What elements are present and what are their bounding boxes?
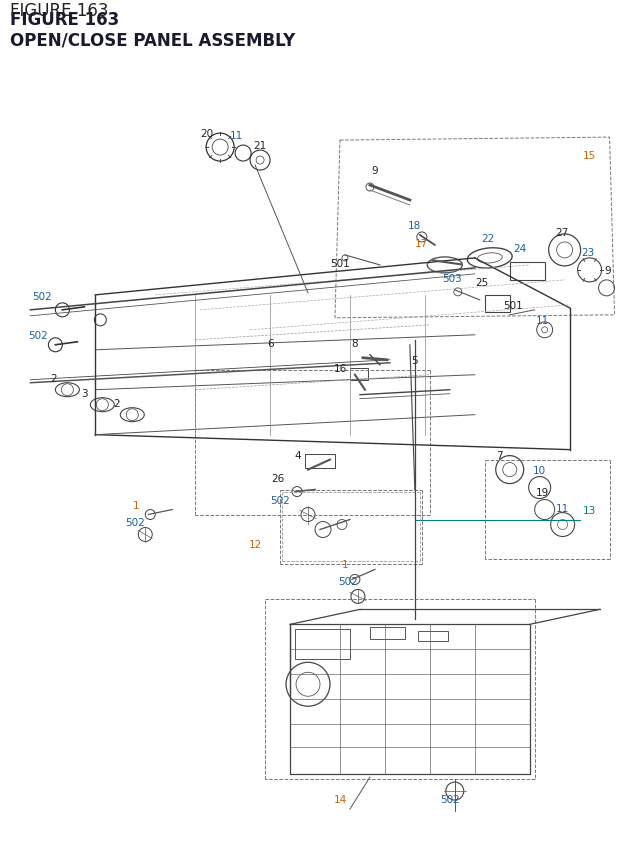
Text: 20: 20 xyxy=(200,129,214,139)
Text: 9: 9 xyxy=(604,265,611,276)
Text: 21: 21 xyxy=(253,141,267,151)
Text: 12: 12 xyxy=(248,540,262,550)
Text: 25: 25 xyxy=(475,277,488,288)
Text: 1: 1 xyxy=(342,560,348,570)
Text: 16: 16 xyxy=(333,363,347,374)
Text: 503: 503 xyxy=(442,274,461,283)
Text: 14: 14 xyxy=(333,794,347,804)
Text: 11: 11 xyxy=(556,503,569,513)
Text: 7: 7 xyxy=(497,450,503,460)
Text: 2: 2 xyxy=(50,374,57,383)
Text: 502: 502 xyxy=(125,517,145,527)
Bar xyxy=(418,632,448,641)
Bar xyxy=(305,454,335,468)
Text: 17: 17 xyxy=(415,238,428,249)
Text: 3: 3 xyxy=(81,388,88,399)
Text: 5: 5 xyxy=(412,356,418,365)
Text: 4: 4 xyxy=(295,450,301,460)
Bar xyxy=(350,369,368,381)
Text: 10: 10 xyxy=(533,465,546,475)
Text: 27: 27 xyxy=(555,227,568,238)
Text: 23: 23 xyxy=(581,248,594,257)
Text: 502: 502 xyxy=(440,794,460,804)
Text: OPEN/CLOSE PANEL ASSEMBLY: OPEN/CLOSE PANEL ASSEMBLY xyxy=(10,31,296,49)
Text: 502: 502 xyxy=(270,495,290,505)
Text: 501: 501 xyxy=(330,258,350,269)
Bar xyxy=(370,628,405,640)
Text: 11: 11 xyxy=(536,315,549,325)
Text: 502: 502 xyxy=(29,331,48,340)
Text: 24: 24 xyxy=(513,244,526,254)
Text: 8: 8 xyxy=(351,338,358,349)
Text: 9: 9 xyxy=(372,166,378,176)
Text: 502: 502 xyxy=(338,577,358,586)
Text: 11: 11 xyxy=(230,131,243,141)
Text: 15: 15 xyxy=(583,151,596,161)
Text: 13: 13 xyxy=(583,505,596,515)
Text: 26: 26 xyxy=(271,473,285,483)
Text: FIGURE 163: FIGURE 163 xyxy=(10,3,109,21)
Text: 1: 1 xyxy=(133,500,140,510)
Bar xyxy=(295,629,350,660)
Text: 22: 22 xyxy=(481,233,494,244)
Text: 2: 2 xyxy=(113,399,120,408)
Text: 501: 501 xyxy=(503,300,523,311)
Text: 19: 19 xyxy=(536,487,549,497)
Text: 18: 18 xyxy=(408,220,422,231)
Text: 502: 502 xyxy=(33,292,52,301)
Text: 6: 6 xyxy=(267,338,273,349)
Text: FIGURE 163: FIGURE 163 xyxy=(10,11,120,29)
